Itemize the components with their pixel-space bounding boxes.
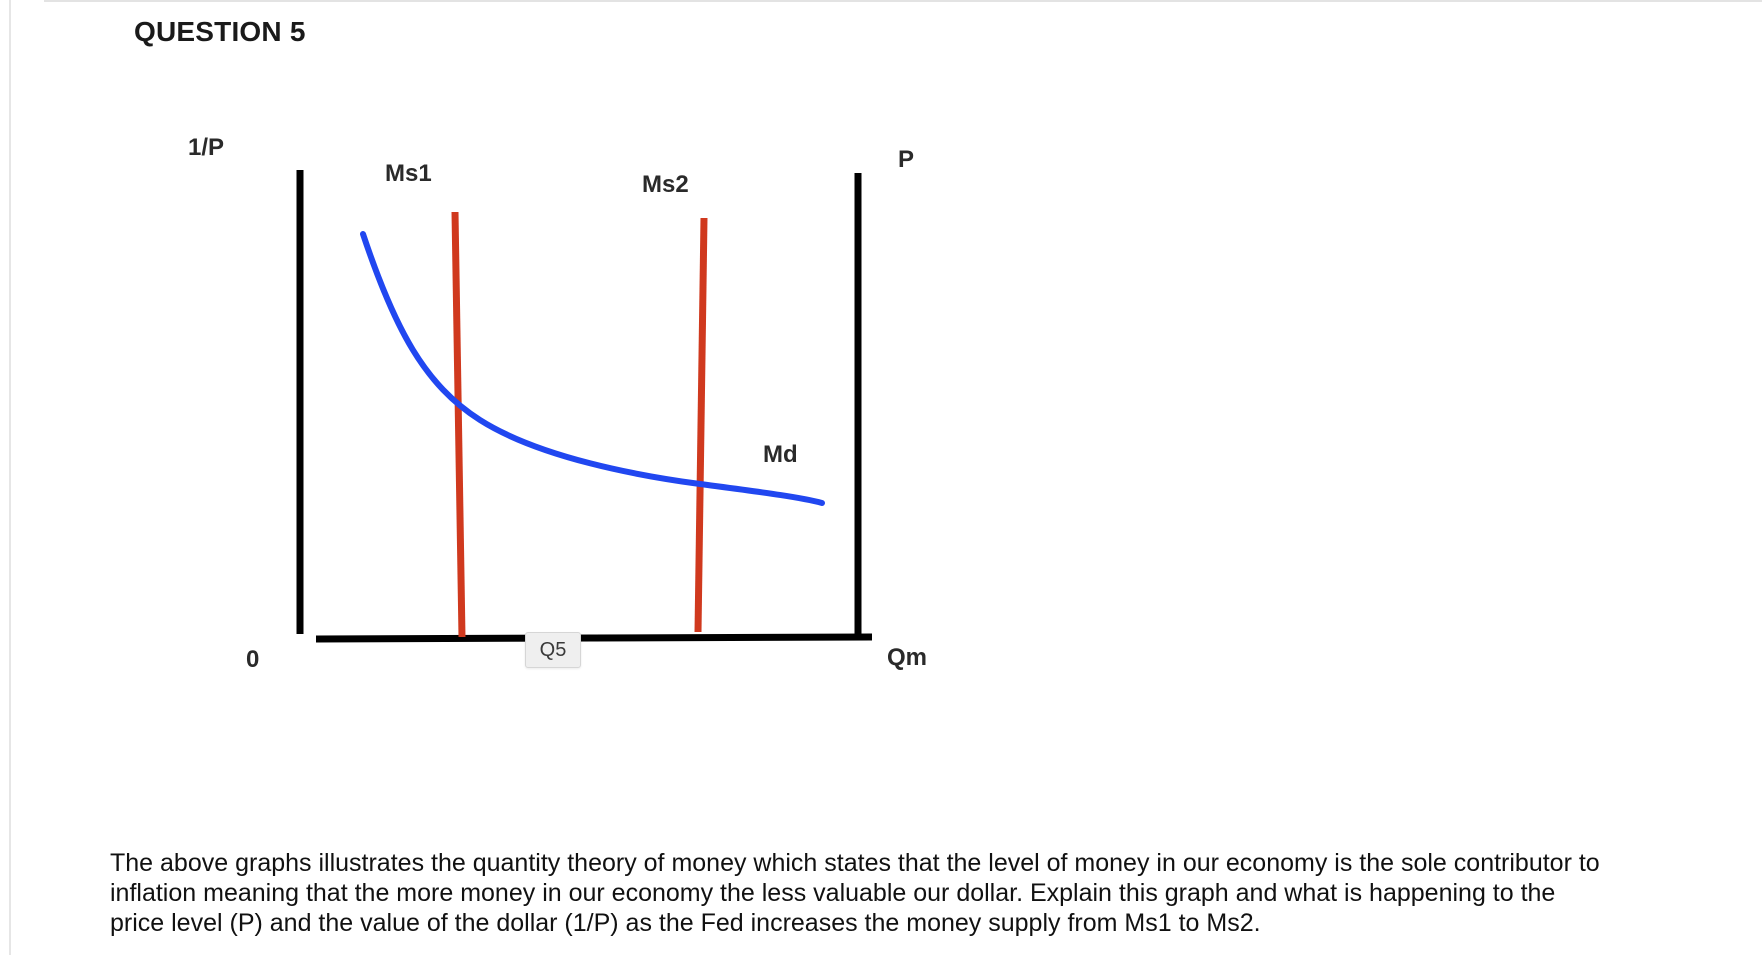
origin-label: 0 <box>246 646 259 673</box>
question-title: QUESTION 5 <box>134 16 306 47</box>
question-text-line: price level (P) and the value of the dol… <box>110 909 1261 937</box>
money-supply-2-label: Ms2 <box>642 171 689 198</box>
money-supply-1-line <box>451 211 466 638</box>
money-demand-label: Md <box>763 441 798 468</box>
x-axis-label: Qm <box>887 644 927 671</box>
money-supply-1-label: Ms1 <box>385 160 432 187</box>
question-text: The above graphs illustrates the quantit… <box>110 848 1760 938</box>
money-demand-curve <box>360 231 825 506</box>
x-axis-line <box>315 633 873 643</box>
image-tooltip: Q5 <box>525 632 581 668</box>
left-border <box>9 0 11 955</box>
top-divider <box>44 0 1762 2</box>
money-supply-2-line <box>694 217 708 633</box>
left-axis-label: 1/P <box>188 134 224 161</box>
question-text-line: inflation meaning that the more money in… <box>110 879 1556 907</box>
right-axis-label: P <box>898 146 914 173</box>
question-text-line: The above graphs illustrates the quantit… <box>110 849 1600 877</box>
